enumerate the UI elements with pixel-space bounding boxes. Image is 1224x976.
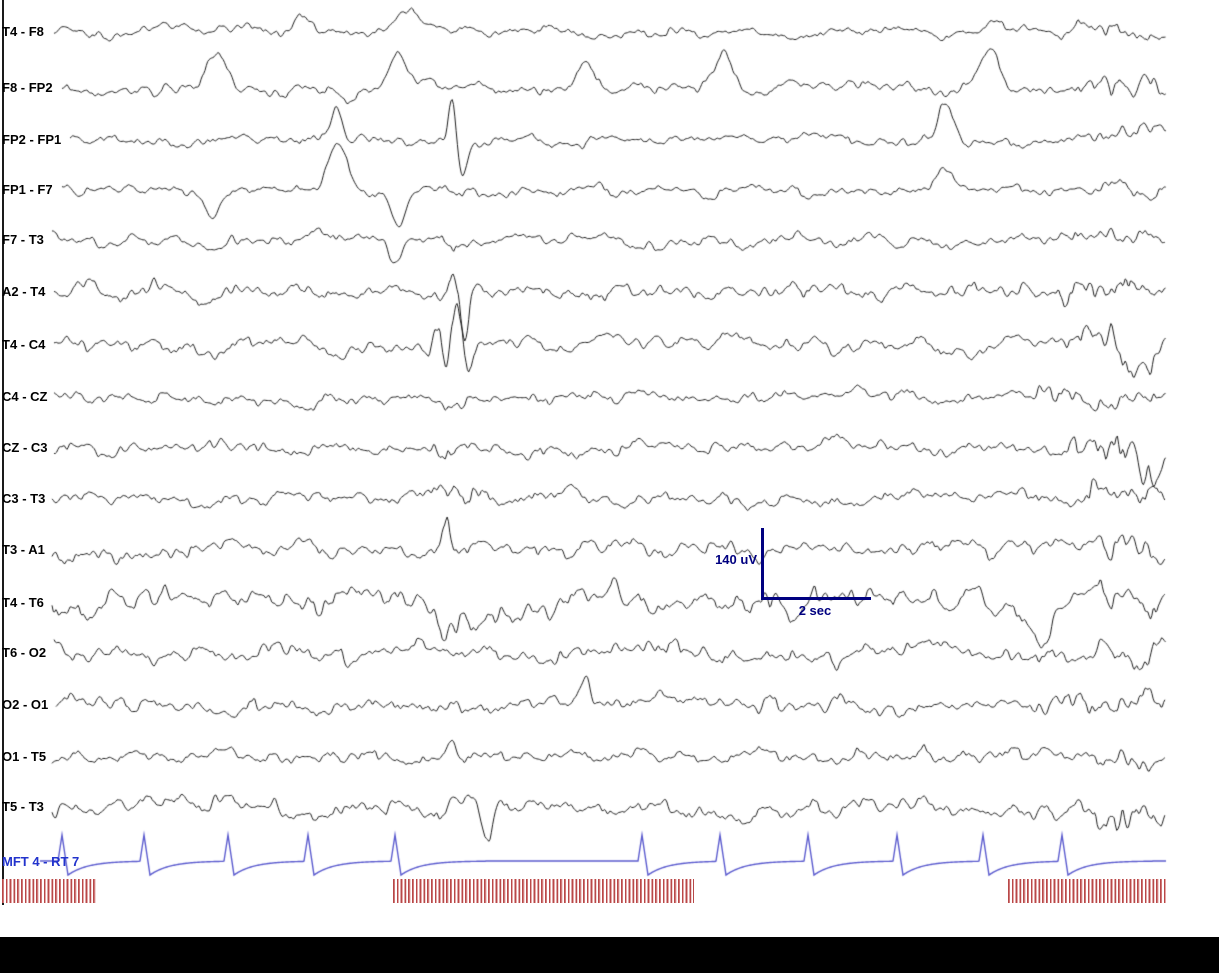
event-marker-group: [393, 879, 694, 903]
channel-label-t4-c4: T4 - C4: [2, 337, 46, 352]
channel-label-t5-t3: T5 - T3: [2, 799, 44, 814]
time-scale-label: 2 sec: [798, 603, 832, 618]
channel-label-fp2-fp1: FP2 - FP1: [2, 132, 62, 147]
channel-label-t4-f8: T4 - F8: [2, 24, 44, 39]
channel-label-fp1-f7: FP1 - F7: [2, 182, 53, 197]
channel-label-t4-t6: T4 - T6: [2, 595, 44, 610]
channel-label-t3-a1: T3 - A1: [2, 542, 45, 557]
channel-label-cz-c3: CZ - C3: [2, 440, 48, 455]
voltage-scale-label: 140 uV: [715, 552, 757, 567]
channel-label-a2-t4: A2 - T4: [2, 284, 46, 299]
event-marker-group: [2, 879, 96, 903]
channel-label-o2-o1: O2 - O1: [2, 697, 49, 712]
channel-label-o1-t5: O1 - T5: [2, 749, 47, 764]
ecg-channel-label: MFT 4 - RT 7: [2, 854, 80, 869]
event-marker-group: [1008, 879, 1166, 903]
channel-label-f7-t3: F7 - T3: [2, 232, 44, 247]
bottom-bar: [0, 937, 1219, 973]
channel-label-c4-cz: C4 - CZ: [2, 389, 48, 404]
channel-label-f8-fp2: F8 - FP2: [2, 80, 53, 95]
voltage-scale-line: [761, 528, 764, 600]
left-border-line: [2, 0, 4, 905]
time-scale-line: [762, 597, 871, 600]
channel-label-c3-t3: C3 - T3: [2, 491, 46, 506]
channel-label-t6-o2: T6 - O2: [2, 645, 47, 660]
